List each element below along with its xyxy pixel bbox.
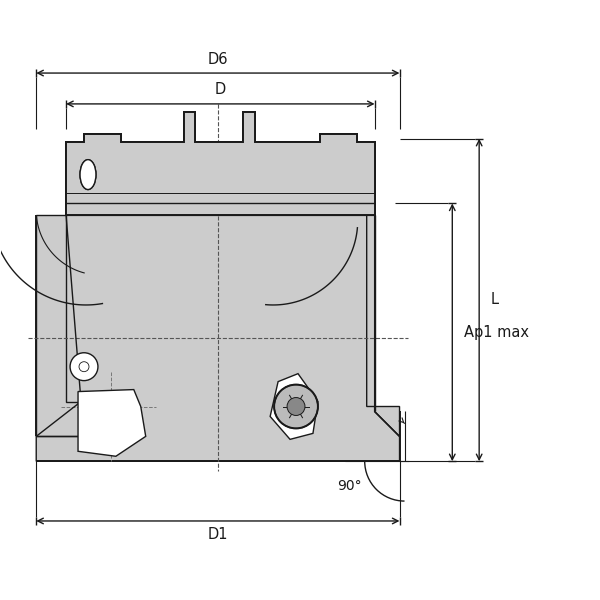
Text: D6: D6	[208, 52, 228, 67]
Polygon shape	[78, 389, 146, 456]
Text: Ap1 max: Ap1 max	[464, 325, 529, 340]
Text: L: L	[491, 292, 499, 307]
Circle shape	[70, 353, 98, 380]
Circle shape	[79, 362, 89, 371]
Ellipse shape	[80, 160, 96, 190]
Text: D: D	[215, 82, 226, 97]
Polygon shape	[36, 215, 81, 436]
Polygon shape	[66, 112, 374, 215]
Text: D1: D1	[208, 527, 228, 542]
Circle shape	[287, 398, 305, 415]
Circle shape	[274, 385, 318, 428]
Polygon shape	[66, 112, 374, 215]
Polygon shape	[367, 215, 400, 436]
Ellipse shape	[80, 160, 96, 190]
Polygon shape	[270, 374, 318, 439]
Text: 90°: 90°	[337, 479, 362, 493]
Polygon shape	[36, 215, 400, 461]
